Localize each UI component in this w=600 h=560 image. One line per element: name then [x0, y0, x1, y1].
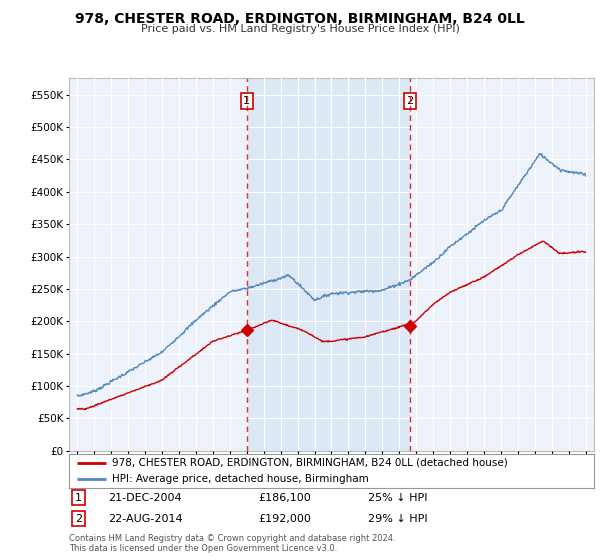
Text: 1: 1: [75, 493, 82, 502]
Bar: [247, 78, 410, 451]
Text: Contains HM Land Registry data © Crown copyright and database right 2024.
This d: Contains HM Land Registry data © Crown c…: [69, 534, 395, 553]
Text: 22-AUG-2014: 22-AUG-2014: [109, 514, 183, 524]
Text: 2: 2: [407, 96, 413, 106]
Text: Price paid vs. HM Land Registry's House Price Index (HPI): Price paid vs. HM Land Registry's House …: [140, 24, 460, 34]
Text: 2: 2: [75, 514, 82, 524]
Text: HPI: Average price, detached house, Birmingham: HPI: Average price, detached house, Birm…: [112, 474, 369, 484]
Text: 978, CHESTER ROAD, ERDINGTON, BIRMINGHAM, B24 0LL: 978, CHESTER ROAD, ERDINGTON, BIRMINGHAM…: [75, 12, 525, 26]
Text: 978, CHESTER ROAD, ERDINGTON, BIRMINGHAM, B24 0LL (detached house): 978, CHESTER ROAD, ERDINGTON, BIRMINGHAM…: [112, 458, 508, 468]
Text: £186,100: £186,100: [258, 493, 311, 502]
Text: 21-DEC-2004: 21-DEC-2004: [109, 493, 182, 502]
Text: 1: 1: [244, 96, 250, 106]
Text: 25% ↓ HPI: 25% ↓ HPI: [368, 493, 428, 502]
Text: 29% ↓ HPI: 29% ↓ HPI: [368, 514, 428, 524]
Text: £192,000: £192,000: [258, 514, 311, 524]
